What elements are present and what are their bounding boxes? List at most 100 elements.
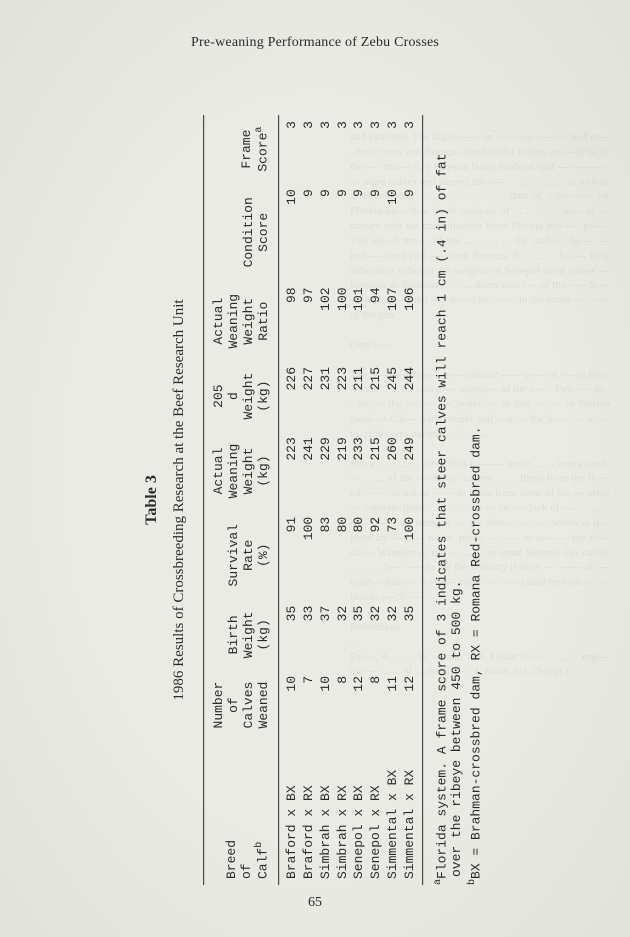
cell: 106 <box>402 281 422 361</box>
cell: 10 <box>386 183 403 281</box>
cell: 80 <box>352 511 369 600</box>
cell: 100 <box>402 511 422 600</box>
cell: 8 <box>335 670 352 740</box>
table-row: Senepol x RX 8 32 92 215 215 94 9 3 <box>369 115 386 885</box>
cell-breed: Simmental x BX <box>386 740 403 885</box>
cell: 80 <box>335 511 352 600</box>
cell: 32 <box>335 600 352 670</box>
cell: 260 <box>386 431 403 511</box>
cell: 32 <box>369 600 386 670</box>
cell-breed: Simbrah x BX <box>318 740 335 885</box>
cell: 9 <box>335 183 352 281</box>
running-head: Pre-weaning Performance of Zebu Crosses <box>0 35 630 51</box>
table-row: Simbrah x RX 8 32 80 219 223 100 9 3 <box>335 115 352 885</box>
table-title: 1986 Results of Crossbreeding Research a… <box>172 115 189 885</box>
cell: 215 <box>369 431 386 511</box>
cell: 9 <box>352 183 369 281</box>
cell: 9 <box>301 183 318 281</box>
table-row: Simmental x BX 11 32 73 260 245 107 10 3 <box>386 115 403 885</box>
cell: 7 <box>301 670 318 740</box>
col-number: Number of Calves Weaned <box>203 670 278 740</box>
cell: 92 <box>369 511 386 600</box>
footnote-b: bBX = Brahman-crossbred dam, RX = Romana… <box>468 115 485 885</box>
table-caption: Table 3 <box>143 115 161 885</box>
rotated-table-wrapper: Table 3 1986 Results of Crossbreeding Re… <box>143 115 487 885</box>
cell: 223 <box>335 361 352 431</box>
cell: 33 <box>301 600 318 670</box>
cell: 3 <box>369 115 386 183</box>
cell: 73 <box>386 511 403 600</box>
cell: 10 <box>278 670 300 740</box>
col-frame-score: Frame Scorea <box>203 115 278 183</box>
cell: 219 <box>335 431 352 511</box>
col-birth-weight: Birth Weight (kg) <box>203 600 278 670</box>
cell: 249 <box>402 431 422 511</box>
col-condition-score: Condition Score <box>203 183 278 281</box>
cell: 9 <box>369 183 386 281</box>
page-number: 65 <box>0 895 630 911</box>
cell: 35 <box>352 600 369 670</box>
col-breed: Breed of Calfb <box>203 740 278 885</box>
cell: 3 <box>402 115 422 183</box>
crossbreeding-table: Breed of Calfb Number of Calves Weaned B… <box>203 115 424 885</box>
cell: 107 <box>386 281 403 361</box>
cell: 32 <box>386 600 403 670</box>
cell-breed: Braford x BX <box>278 740 300 885</box>
cell: 215 <box>369 361 386 431</box>
cell: 10 <box>318 670 335 740</box>
cell: 100 <box>301 511 318 600</box>
col-survival-rate: Survival Rate (%) <box>203 511 278 600</box>
cell: 35 <box>402 600 422 670</box>
cell: 3 <box>386 115 403 183</box>
cell: 9 <box>402 183 422 281</box>
footnote-a: aFlorida system. A frame score of 3 indi… <box>433 115 465 885</box>
cell: 102 <box>318 281 335 361</box>
scanned-page: Pre-weaning Performance of Zebu Crosses … <box>0 0 630 937</box>
cell: 211 <box>352 361 369 431</box>
cell: 9 <box>318 183 335 281</box>
cell: 8 <box>369 670 386 740</box>
table-block: Table 3 1986 Results of Crossbreeding Re… <box>143 115 485 885</box>
col-weaning-weight-ratio: Actual Weaning Weight Ratio <box>203 281 278 361</box>
table-row: Senepol x BX 12 35 80 233 211 101 9 3 <box>352 115 369 885</box>
cell: 100 <box>335 281 352 361</box>
cell: 241 <box>301 431 318 511</box>
cell: 3 <box>352 115 369 183</box>
table-footnotes: aFlorida system. A frame score of 3 indi… <box>433 115 484 885</box>
cell: 3 <box>318 115 335 183</box>
table-row: Simmental x RX 12 35 100 249 244 106 9 3 <box>402 115 422 885</box>
cell: 226 <box>278 361 300 431</box>
cell: 94 <box>369 281 386 361</box>
cell-breed: Senepol x RX <box>369 740 386 885</box>
cell: 244 <box>402 361 422 431</box>
cell: 37 <box>318 600 335 670</box>
cell-breed: Simmental x RX <box>402 740 422 885</box>
cell: 83 <box>318 511 335 600</box>
cell-breed: Braford x RX <box>301 740 318 885</box>
cell: 10 <box>278 183 300 281</box>
col-205d-weight: 205 d Weight (kg) <box>203 361 278 431</box>
cell: 12 <box>352 670 369 740</box>
cell: 11 <box>386 670 403 740</box>
cell: 233 <box>352 431 369 511</box>
cell: 223 <box>278 431 300 511</box>
table-row: Braford x RX 7 33 100 241 227 97 9 3 <box>301 115 318 885</box>
cell: 245 <box>386 361 403 431</box>
table-row: Simbrah x BX 10 37 83 229 231 102 9 3 <box>318 115 335 885</box>
cell: 227 <box>301 361 318 431</box>
cell: 91 <box>278 511 300 600</box>
cell: 98 <box>278 281 300 361</box>
cell-breed: Simbrah x RX <box>335 740 352 885</box>
cell: 3 <box>335 115 352 183</box>
cell: 97 <box>301 281 318 361</box>
cell: 229 <box>318 431 335 511</box>
table-row: Braford x BX 10 35 91 223 226 98 10 3 <box>278 115 300 885</box>
cell: 231 <box>318 361 335 431</box>
cell-breed: Senepol x BX <box>352 740 369 885</box>
cell: 35 <box>278 600 300 670</box>
cell: 3 <box>278 115 300 183</box>
col-actual-weaning-weight: Actual Weaning Weight (kg) <box>203 431 278 511</box>
cell: 12 <box>402 670 422 740</box>
table-header-row: Breed of Calfb Number of Calves Weaned B… <box>203 115 278 885</box>
cell: 3 <box>301 115 318 183</box>
